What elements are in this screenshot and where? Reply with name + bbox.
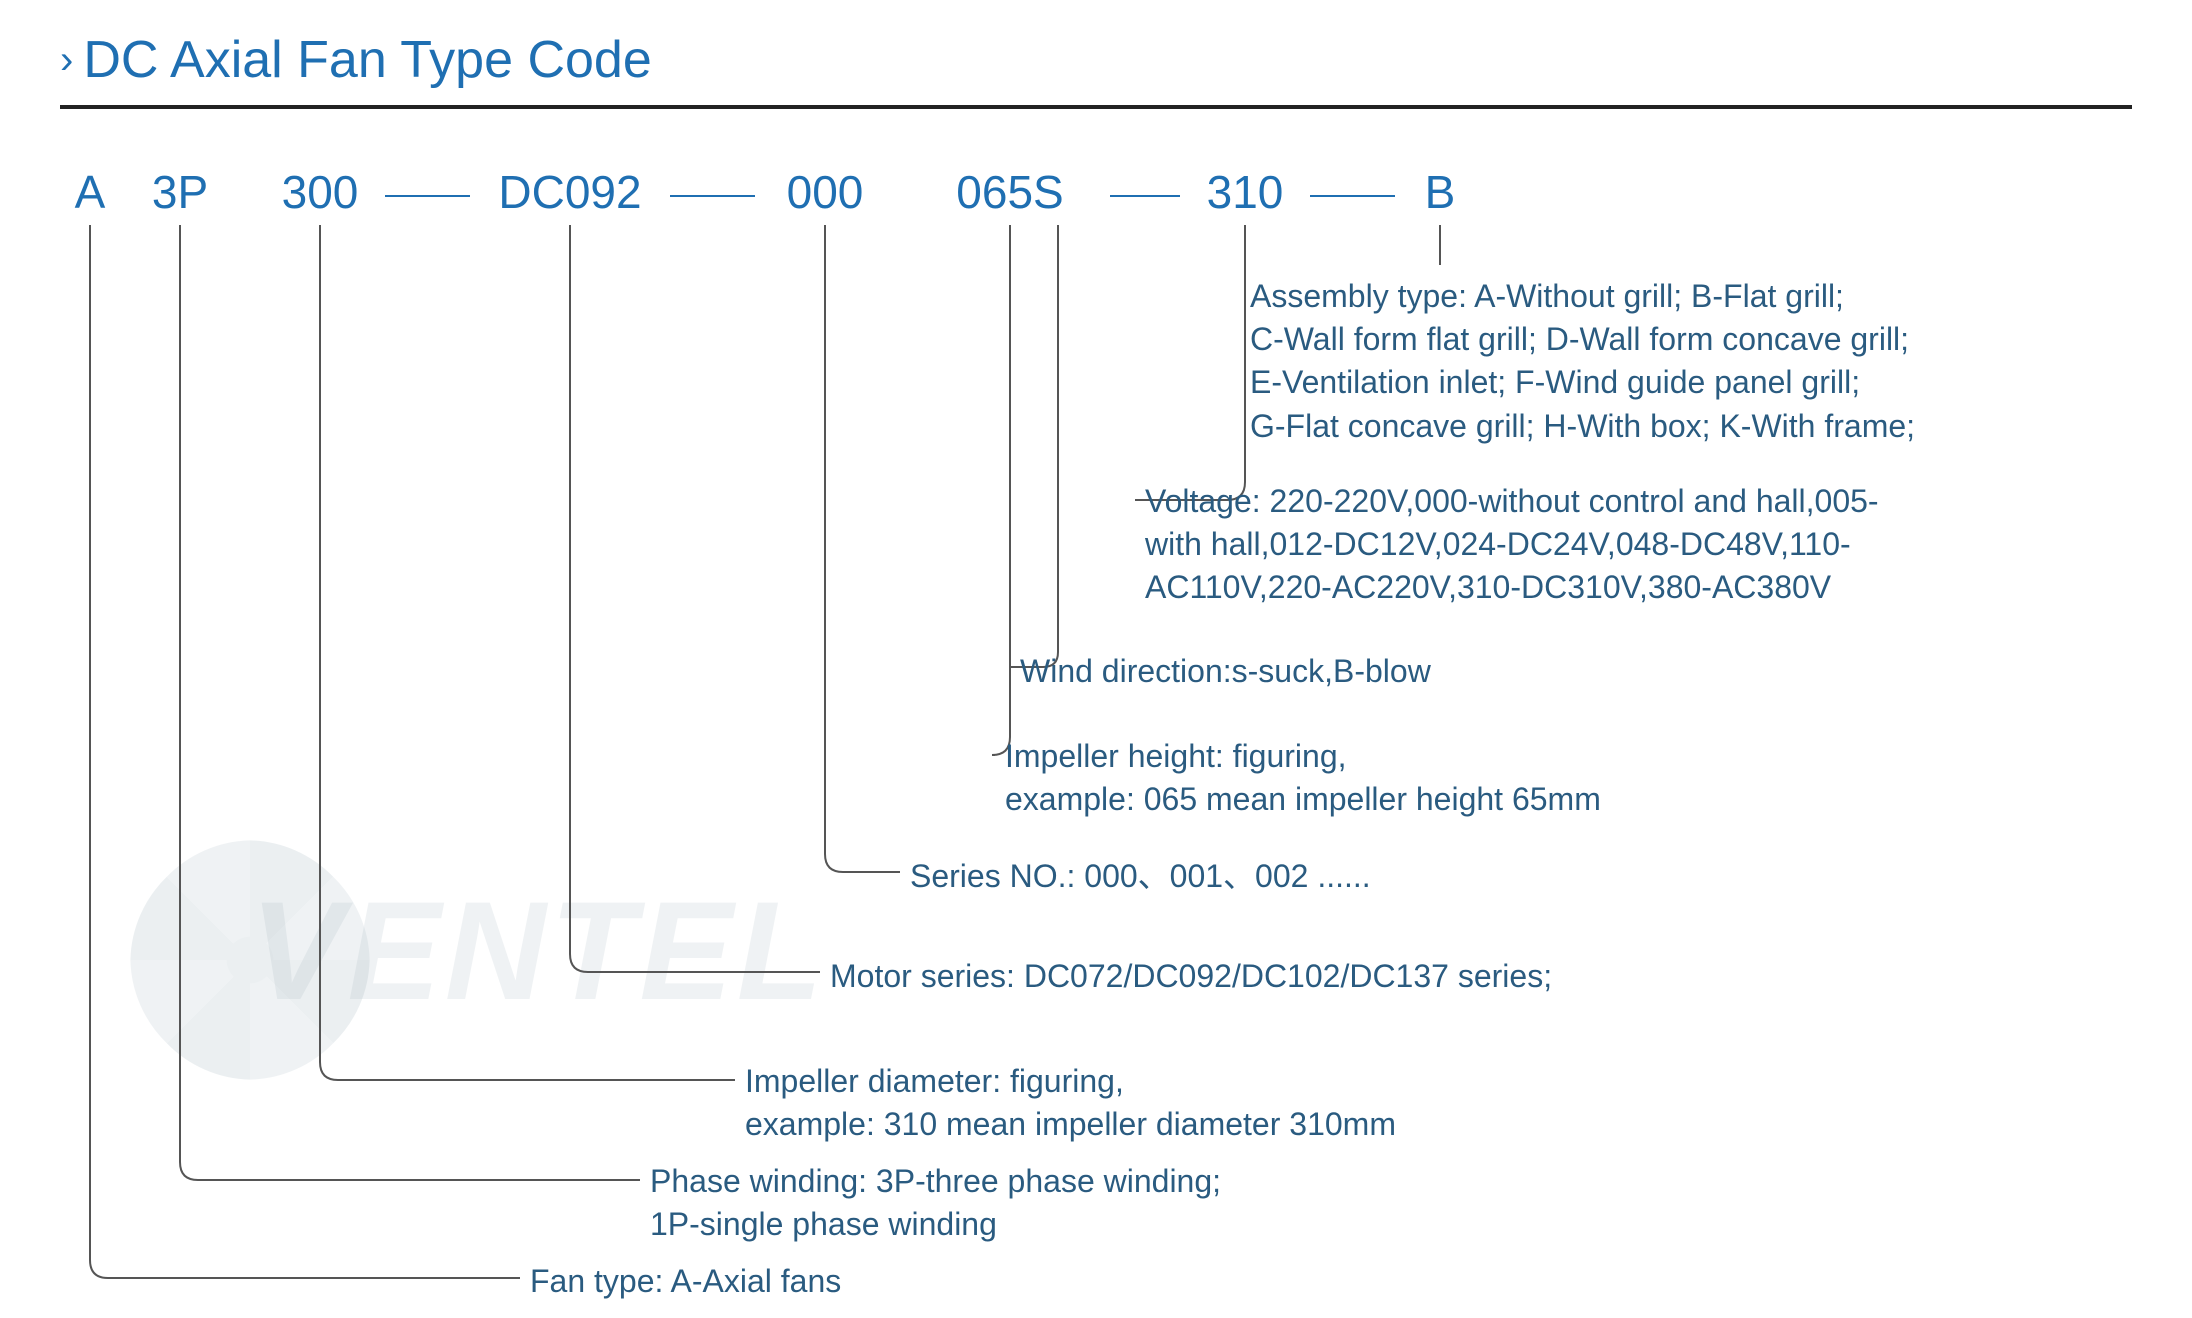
code-segment-310: 310 — [1200, 165, 1290, 219]
desc-voltage: Voltage: 220-220V,000-without control an… — [1145, 480, 1879, 610]
code-dash — [1110, 195, 1180, 197]
code-segment-000: 000 — [780, 165, 870, 219]
watermark-fan-icon — [120, 830, 380, 1090]
desc-series-no: Series NO.: 000、001、002 ...... — [910, 855, 1371, 898]
code-segment-300: 300 — [275, 165, 365, 219]
code-segment-3p: 3P — [150, 165, 210, 219]
code-dash — [385, 195, 470, 197]
desc-fan-type: Fan type: A-Axial fans — [530, 1260, 841, 1303]
page-title: DC Axial Fan Type Code — [83, 30, 651, 90]
desc-impeller-d: Impeller diameter: figuring,example: 310… — [745, 1060, 1396, 1146]
watermark-text: VENTEL — [250, 870, 826, 1032]
chevron-right-icon: › — [60, 38, 73, 83]
desc-assembly: Assembly type: A-Without grill; B-Flat g… — [1250, 275, 1915, 448]
desc-motor-series: Motor series: DC072/DC092/DC102/DC137 se… — [830, 955, 1552, 998]
code-dash — [1310, 195, 1395, 197]
desc-wind-dir: Wind direction:s-suck,B-blow — [1020, 650, 1431, 693]
title-underline — [60, 105, 2132, 109]
code-dash — [670, 195, 755, 197]
page-title-row: › DC Axial Fan Type Code — [60, 30, 652, 90]
code-segment-a: A — [70, 165, 110, 219]
code-segment-dc092: DC092 — [490, 165, 650, 219]
desc-phase: Phase winding: 3P-three phase winding;1P… — [650, 1160, 1221, 1246]
code-segment-b: B — [1420, 165, 1460, 219]
code-segment-065s: 065S — [950, 165, 1070, 219]
desc-impeller-h: Impeller height: figuring,example: 065 m… — [1005, 735, 1601, 821]
